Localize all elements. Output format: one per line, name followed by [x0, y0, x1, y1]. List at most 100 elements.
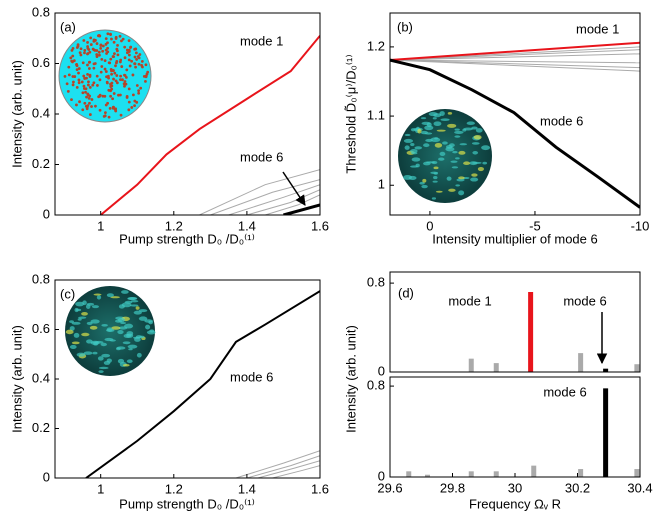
- line: [390, 59, 640, 64]
- inset-speckle: [431, 160, 438, 165]
- inset-dot: [144, 63, 148, 67]
- inset-speckle: [433, 121, 442, 127]
- inset-dot: [125, 94, 129, 98]
- inset-dot: [89, 36, 93, 40]
- annotation: (b): [397, 19, 413, 34]
- inset-dot: [109, 94, 112, 98]
- inset-speckle: [91, 305, 99, 309]
- inset-dot: [83, 77, 87, 80]
- y-tick-label: 0: [43, 469, 50, 484]
- annotation: (c): [60, 286, 75, 301]
- inset-speckle: [65, 329, 74, 335]
- inset-dot: [106, 41, 109, 45]
- inset-speckle: [434, 142, 443, 148]
- inset-speckle: [466, 121, 475, 126]
- inset-dot: [116, 43, 119, 47]
- inset-dot: [106, 74, 110, 78]
- inset-dot: [86, 41, 89, 44]
- inset-speckle: [71, 321, 81, 325]
- inset-speckle: [101, 323, 108, 327]
- inset-speckle: [98, 366, 109, 370]
- inset-dot: [121, 37, 125, 41]
- inset-dot: [110, 87, 114, 91]
- inset-dot: [127, 100, 131, 104]
- inset-dot: [72, 59, 76, 63]
- inset-dot: [104, 103, 108, 107]
- inset-dot: [96, 84, 99, 87]
- inset-dot: [114, 61, 118, 65]
- inset-speckle: [120, 321, 127, 324]
- inset-dot: [100, 57, 104, 61]
- x-tick-label: 1: [97, 218, 104, 233]
- inset-speckle: [121, 290, 129, 294]
- inset-speckle: [78, 316, 87, 319]
- inset-dot: [86, 52, 89, 56]
- inset-dot: [142, 74, 146, 78]
- inset-speckle: [76, 352, 86, 357]
- inset-dot: [140, 60, 144, 63]
- inset-dot: [67, 73, 71, 77]
- inset-dot: [91, 83, 95, 87]
- inset-dot: [92, 81, 96, 85]
- inset-speckle: [436, 129, 446, 132]
- y-axis-label: Intensity (arb. unit): [343, 325, 358, 433]
- x-tick-label: 0: [426, 218, 433, 233]
- inset-dot: [88, 60, 92, 64]
- inset-speckle: [410, 149, 418, 153]
- inset-dot: [112, 77, 115, 81]
- inset-dot: [138, 53, 142, 56]
- inset-dot: [119, 78, 122, 82]
- inset-speckle: [471, 173, 478, 177]
- inset-speckle: [434, 137, 439, 140]
- inset-speckle: [69, 344, 77, 350]
- inset-dot: [107, 115, 111, 119]
- inset-dot: [86, 104, 90, 108]
- bar: [578, 469, 584, 477]
- inset-dot: [87, 80, 90, 84]
- line: [228, 184, 320, 215]
- inset-speckle: [454, 130, 464, 134]
- annotation: mode 1: [576, 21, 619, 36]
- annotation: mode 6: [543, 384, 586, 399]
- line: [257, 460, 320, 478]
- inset-speckle: [93, 293, 102, 296]
- inset-dot: [84, 90, 87, 94]
- inset-dot: [99, 44, 103, 47]
- inset-speckle: [481, 145, 491, 151]
- inset-dot: [90, 98, 94, 101]
- inset-dot: [75, 85, 79, 89]
- inset-speckle: [451, 166, 459, 169]
- inset-dot: [89, 43, 93, 46]
- inset-dot: [110, 37, 113, 41]
- inset-dot: [127, 87, 131, 91]
- line: [85, 290, 320, 478]
- y-tick-label: 0.6: [32, 55, 50, 70]
- inset-dot: [106, 32, 110, 36]
- inset-dot: [109, 32, 112, 36]
- inset-dot: [90, 105, 93, 108]
- inset-dot: [85, 95, 88, 99]
- inset-speckle: [435, 190, 443, 193]
- bar: [528, 292, 534, 372]
- inset-speckle: [97, 356, 104, 361]
- inset-dot: [77, 78, 81, 82]
- inset-speckle: [421, 184, 428, 189]
- inset-speckle: [472, 151, 479, 155]
- inset-speckle: [438, 157, 445, 161]
- y-tick-label: 0.8: [32, 4, 50, 19]
- x-tick-label: 29.8: [440, 480, 465, 495]
- inset-speckle: [126, 359, 133, 364]
- inset-speckle: [433, 113, 442, 118]
- x-axis-label: Pump strength D₀ /D₀⁽¹⁾: [119, 231, 255, 246]
- inset-speckle: [446, 176, 452, 181]
- inset-dot: [104, 70, 108, 73]
- inset-dot: [123, 80, 127, 83]
- inset-dot: [103, 67, 107, 71]
- line: [235, 450, 320, 478]
- inset-speckle: [92, 351, 98, 355]
- inset-dot: [135, 100, 139, 104]
- inset-speckle: [138, 316, 148, 321]
- inset-dot: [88, 101, 91, 105]
- panel: 29.6 29.8 30 30.2 30.4 0 0.8 Frequency Ωᵥ R mode…: [367, 376, 653, 511]
- x-axis-label: Intensity multiplier of mode 6: [432, 231, 597, 246]
